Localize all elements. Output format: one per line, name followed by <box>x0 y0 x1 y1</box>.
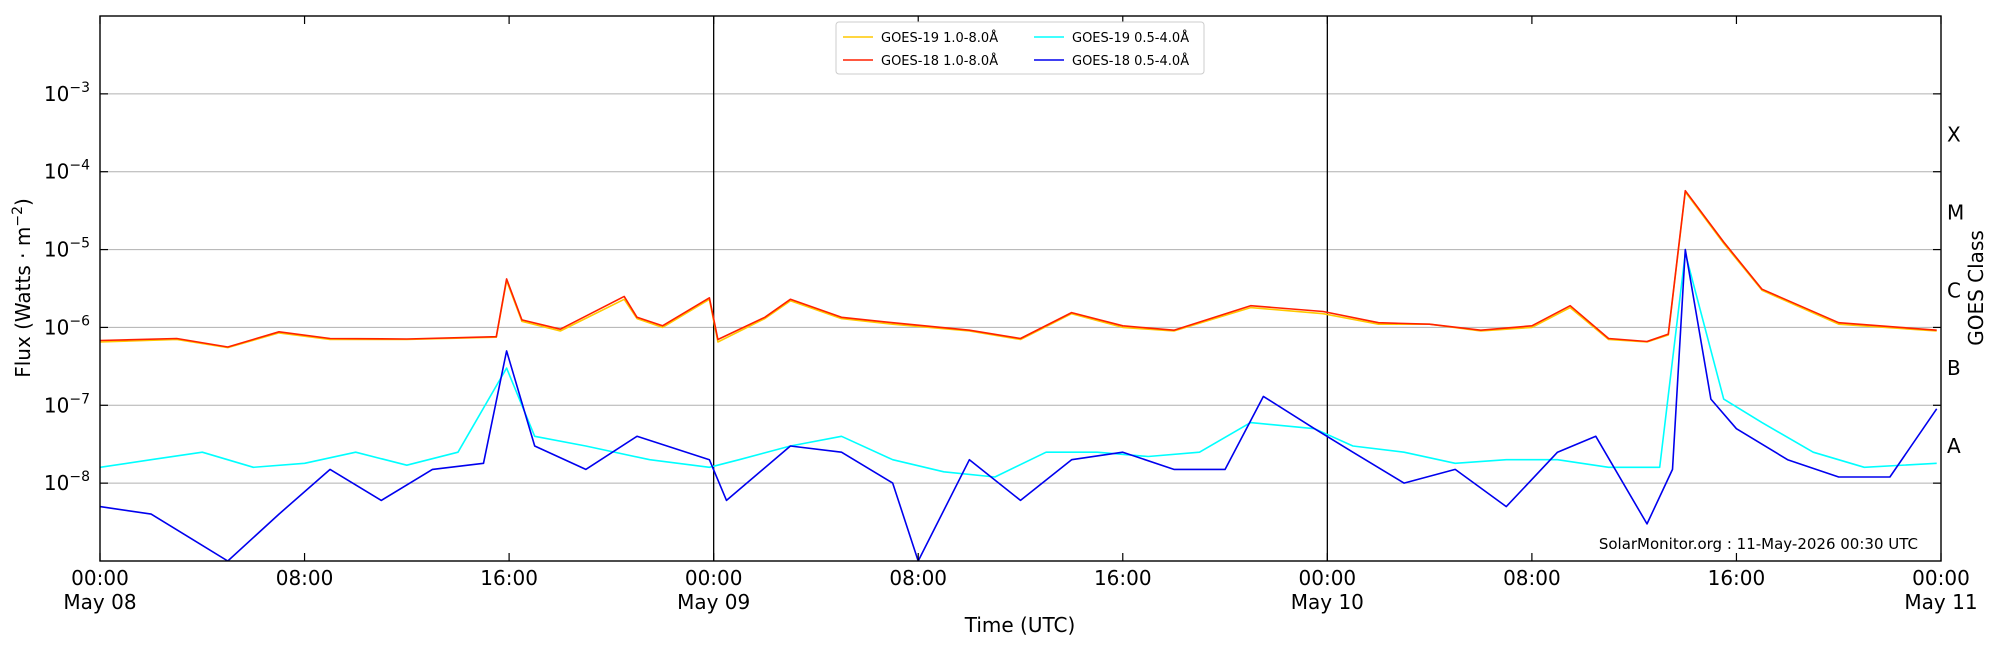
x-tick-label: 16:00 <box>1708 566 1766 590</box>
goes-class-label: B <box>1947 356 1961 380</box>
y-axis-ticks: 10−8 10−7 10−6 10−5 10−4 10−3 <box>44 80 1941 495</box>
x-tick-label: 16:00 <box>1094 566 1152 590</box>
legend-entry: GOES-18 1.0-8.0Å <box>843 53 998 69</box>
x-tick-label: 08:00 <box>276 566 334 590</box>
x-tick-label: 00:00 <box>685 566 743 590</box>
goes-class-label: M <box>1947 200 1964 224</box>
goes-class-labels: A B C M X <box>1947 123 1964 458</box>
y-tick-label: 10−5 <box>44 236 90 262</box>
series-line <box>100 191 1937 349</box>
x-tick-label: 08:00 <box>889 566 947 590</box>
y-tick-label: 10−6 <box>44 313 90 339</box>
x-tick-label: 00:00 <box>71 566 129 590</box>
legend-label: GOES-19 0.5-4.0Å <box>1072 30 1189 46</box>
x-tick-date-label: May 08 <box>63 590 136 614</box>
legend-box <box>835 21 1205 75</box>
series-line <box>100 248 1938 561</box>
goes-class-label: A <box>1947 434 1961 458</box>
y-tick-label: 10−4 <box>44 158 90 184</box>
x-tick-label: 00:00 <box>1912 566 1970 590</box>
y-tick-label: 10−7 <box>44 391 90 417</box>
x-tick-date-label: May 09 <box>677 590 750 614</box>
legend-label: GOES-18 0.5-4.0Å <box>1072 53 1189 69</box>
legend-entry: GOES-19 1.0-8.0Å <box>843 30 998 46</box>
x-tick-label: 08:00 <box>1503 566 1561 590</box>
legend-label: GOES-19 1.0-8.0Å <box>881 30 998 46</box>
goes-class-label: X <box>1947 123 1961 147</box>
y-axis-title: Flux (Watts · m−2) <box>10 198 35 378</box>
legend-entry: GOES-19 0.5-4.0Å <box>1034 30 1189 46</box>
y2-axis-title: GOES Class <box>1964 230 1988 346</box>
x-tick-label: 16:00 <box>480 566 538 590</box>
grid-lines <box>100 93 1941 484</box>
y-tick-label: 10−3 <box>44 80 90 106</box>
x-tick-date-label: May 10 <box>1291 590 1364 614</box>
flux-series <box>100 189 1938 561</box>
x-tick-label: 00:00 <box>1299 566 1357 590</box>
x-axis-title: Time (UTC) <box>964 613 1076 637</box>
x-tick-date-label: May 11 <box>1904 590 1977 614</box>
legend-label: GOES-18 1.0-8.0Å <box>881 53 998 69</box>
credit-annotation: SolarMonitor.org : 11-May-2026 00:30 UTC <box>1599 535 1918 553</box>
series-line <box>100 252 1937 478</box>
series-line <box>100 189 1937 348</box>
legend: GOES-19 1.0-8.0Å GOES-18 1.0-8.0Å GOES-1… <box>835 21 1205 75</box>
day-boundary-lines <box>713 16 1328 561</box>
goes-class-label: C <box>1947 278 1961 302</box>
plot-frame <box>99 15 1942 562</box>
legend-entry: GOES-18 0.5-4.0Å <box>1034 53 1189 69</box>
y-tick-label: 10−8 <box>44 469 90 495</box>
